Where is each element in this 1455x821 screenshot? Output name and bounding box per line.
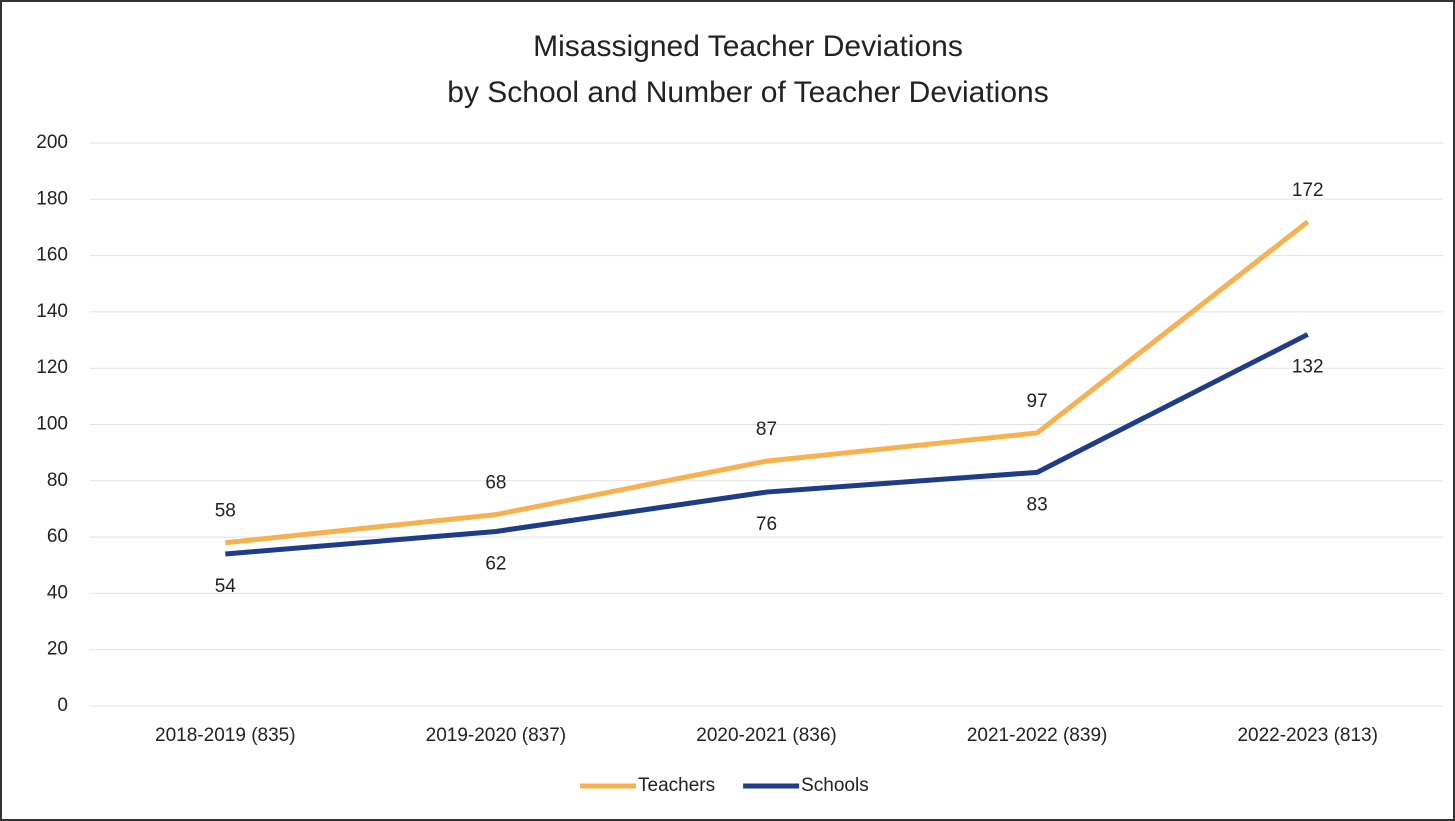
data-label: 76 [756, 514, 777, 535]
x-tick-label: 2021-2022 (839) [967, 725, 1108, 746]
data-label: 87 [756, 419, 777, 440]
legend-label: Schools [801, 775, 869, 796]
y-tick-label: 20 [47, 639, 68, 660]
y-tick-label: 200 [36, 132, 68, 153]
data-label: 97 [1027, 391, 1048, 412]
x-tick-label: 2018-2019 (835) [155, 725, 296, 746]
x-tick-label: 2022-2023 (813) [1237, 725, 1378, 746]
data-label: 68 [485, 473, 506, 494]
y-tick-label: 160 [36, 245, 68, 266]
y-tick-label: 60 [47, 526, 68, 547]
y-tick-label: 180 [36, 188, 68, 209]
chart-title: Misassigned Teacher Deviations [533, 30, 963, 63]
data-label: 83 [1027, 494, 1048, 515]
y-tick-label: 80 [47, 470, 68, 491]
data-label: 54 [215, 576, 237, 597]
legend-label: Teachers [638, 775, 715, 796]
y-tick-label: 100 [36, 414, 68, 435]
line-series [225, 219, 1310, 546]
x-tick-label: 2020-2021 (836) [696, 725, 837, 746]
chart-title: by School and Number of Teacher Deviatio… [447, 76, 1048, 109]
data-label: 172 [1292, 180, 1324, 201]
y-tick-label: 120 [36, 357, 68, 378]
data-label: 62 [485, 553, 506, 574]
data-label: 132 [1292, 356, 1324, 377]
line-series [225, 332, 1309, 557]
y-tick-label: 0 [57, 695, 68, 716]
y-tick-label: 140 [36, 301, 68, 322]
y-tick-label: 40 [47, 582, 68, 603]
data-label: 58 [215, 501, 236, 522]
x-tick-label: 2019-2020 (837) [426, 725, 567, 746]
